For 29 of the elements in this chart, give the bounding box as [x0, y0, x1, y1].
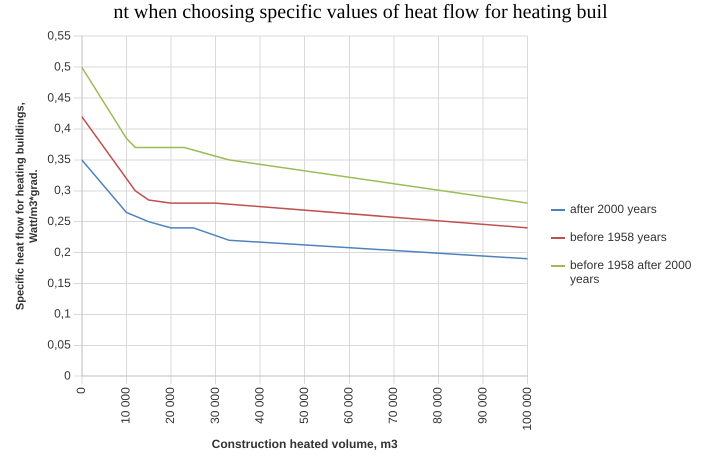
y-tick-label: 0: [64, 368, 72, 383]
x-tick-label: 90 000: [475, 386, 490, 424]
x-tick-label: 60 000: [342, 386, 356, 424]
y-tick-label: 0,4: [54, 121, 72, 136]
y-tick-label: 0,05: [47, 338, 72, 352]
x-tick-label: 30 000: [208, 386, 222, 424]
y-tick-label: 0,3: [54, 183, 72, 198]
legend-label: before 1958 after 2000 years: [570, 258, 692, 286]
y-tick-label: 0,15: [47, 276, 72, 290]
y-tick-label: 0,1: [54, 306, 72, 321]
y-tick-label: 0,2: [54, 244, 72, 259]
x-tick-label: 50 000: [296, 386, 311, 424]
x-tick-label: 20 000: [163, 386, 178, 424]
y-tick-label: 0,35: [47, 152, 72, 166]
legend-label: after 2000 years: [570, 202, 657, 216]
y-tick-label: 0,55: [47, 28, 72, 43]
x-tick-label: 80 000: [430, 386, 445, 424]
legend-label: before 1958 years: [570, 230, 667, 244]
y-tick-label: 0,25: [47, 214, 72, 228]
x-axis-title: Construction heated volume, m3: [212, 437, 398, 452]
x-tick-label: 10 000: [118, 386, 133, 424]
chart-title: nt when choosing specific values of heat flow for heating buil: [112, 0, 609, 25]
y-tick-label: 0,45: [47, 90, 72, 104]
x-tick-label: 100 000: [520, 386, 534, 431]
x-tick-label: 40 000: [252, 386, 266, 424]
y-tick-label: 0,5: [54, 59, 72, 74]
x-tick-label: 0: [74, 386, 88, 394]
y-axis-title: Specific heat flow for heating buildings, Watt/m3*grad.: [14, 102, 40, 310]
x-tick-label: 70 000: [386, 386, 400, 424]
